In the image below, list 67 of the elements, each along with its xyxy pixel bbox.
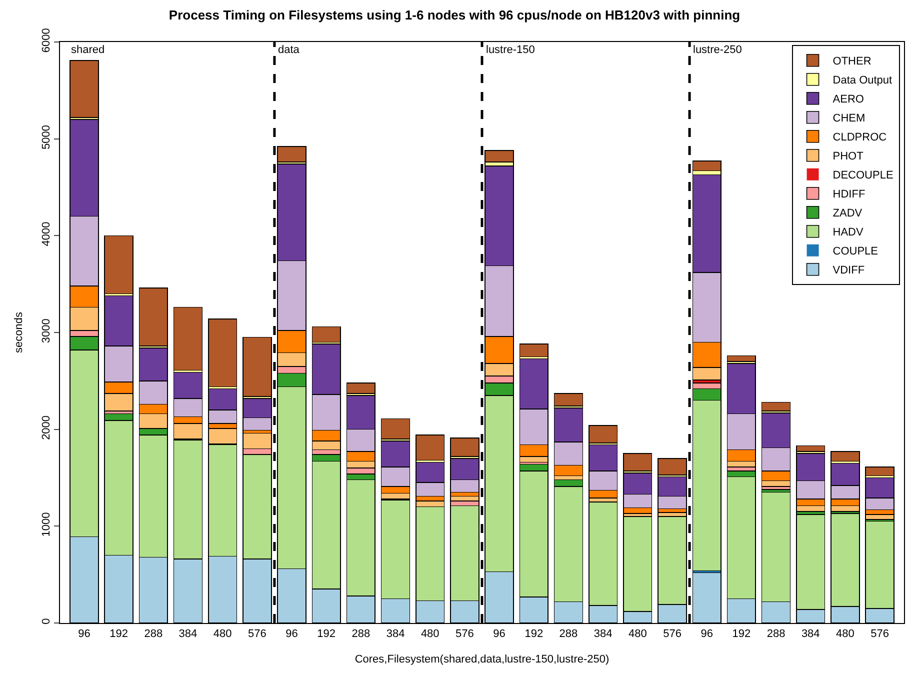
legend-label: Data Output bbox=[832, 74, 892, 87]
x-tick-label: 576 bbox=[870, 628, 889, 640]
x-tick-label: 192 bbox=[317, 628, 336, 640]
bar bbox=[380, 418, 410, 440]
x-tick-label: 288 bbox=[559, 628, 578, 640]
bar bbox=[830, 451, 860, 462]
bar bbox=[519, 344, 548, 358]
x-tick-label: 480 bbox=[628, 628, 647, 640]
legend-label: ZADV bbox=[832, 208, 863, 220]
bar bbox=[208, 318, 238, 388]
y-tick-label: 3000 bbox=[40, 318, 53, 344]
x-tick-label: 288 bbox=[144, 628, 163, 640]
x-tick-label: 384 bbox=[386, 628, 405, 640]
x-tick-label: 480 bbox=[213, 628, 232, 640]
annotation: data bbox=[278, 44, 300, 56]
bar bbox=[70, 60, 99, 118]
bar bbox=[416, 434, 445, 461]
x-tick-label: 384 bbox=[594, 628, 612, 640]
x-axis-title: Cores,Filesystem(shared,data,lustre-150,lustre-250) bbox=[354, 653, 610, 666]
x-tick-label: 384 bbox=[178, 628, 198, 640]
bar bbox=[138, 288, 168, 346]
y-tick-label: 4000 bbox=[40, 222, 53, 246]
legend-label: HADV bbox=[832, 226, 864, 239]
x-tick-label: 576 bbox=[663, 628, 682, 640]
legend-label: COUPLE bbox=[832, 246, 878, 258]
x-tick-label: 192 bbox=[732, 628, 751, 640]
legend-label: HDIFF bbox=[832, 188, 866, 201]
x-tick-label: 96 bbox=[78, 628, 90, 640]
x-tick-label: 96 bbox=[286, 628, 298, 640]
legend-label: CLDPROC bbox=[832, 132, 887, 144]
chart-title: Process Timing on Filesystems using 1-6 nodes with 96 cpus/node on HB120v3 with pinning bbox=[168, 7, 740, 22]
bar bbox=[796, 445, 826, 452]
annotation: lustre-250 bbox=[693, 44, 742, 56]
x-tick-label: 192 bbox=[524, 628, 544, 640]
bar bbox=[104, 235, 134, 294]
legend-label: PHOT bbox=[832, 150, 864, 163]
bar bbox=[623, 453, 652, 472]
x-tick-label: 96 bbox=[700, 628, 713, 640]
annotation: shared bbox=[71, 44, 105, 56]
legend-label: CHEM bbox=[832, 112, 866, 125]
y-axis-title: seconds bbox=[13, 312, 26, 353]
x-tick-label: 192 bbox=[110, 628, 128, 640]
bar bbox=[173, 306, 203, 371]
annotation: lustre-150 bbox=[486, 44, 535, 56]
x-tick-label: 480 bbox=[420, 628, 440, 640]
x-tick-label: 576 bbox=[456, 628, 474, 640]
bar bbox=[554, 393, 584, 406]
y-tick-label: 2000 bbox=[40, 415, 53, 440]
legend-label: OTHER bbox=[832, 56, 872, 68]
x-tick-label: 96 bbox=[493, 628, 506, 640]
x-tick-label: 288 bbox=[352, 628, 370, 640]
bar bbox=[346, 382, 376, 394]
bar bbox=[312, 326, 341, 343]
x-tick-label: 576 bbox=[248, 628, 266, 640]
bar bbox=[726, 355, 756, 362]
x-tick-label: 384 bbox=[801, 628, 820, 640]
x-tick-label: 480 bbox=[836, 628, 854, 640]
bar bbox=[761, 402, 791, 412]
x-tick-label: 288 bbox=[766, 628, 786, 640]
y-tick-label: 5000 bbox=[40, 124, 53, 150]
bar bbox=[865, 466, 894, 476]
legend-label: AERO bbox=[832, 94, 864, 106]
y-tick-label: 0 bbox=[40, 618, 53, 624]
y-tick-label: 1000 bbox=[40, 512, 53, 537]
legend-label: VDIFF bbox=[832, 264, 865, 277]
legend-label: DECOUPLE bbox=[832, 170, 894, 182]
y-tick-label: 6000 bbox=[40, 28, 53, 53]
